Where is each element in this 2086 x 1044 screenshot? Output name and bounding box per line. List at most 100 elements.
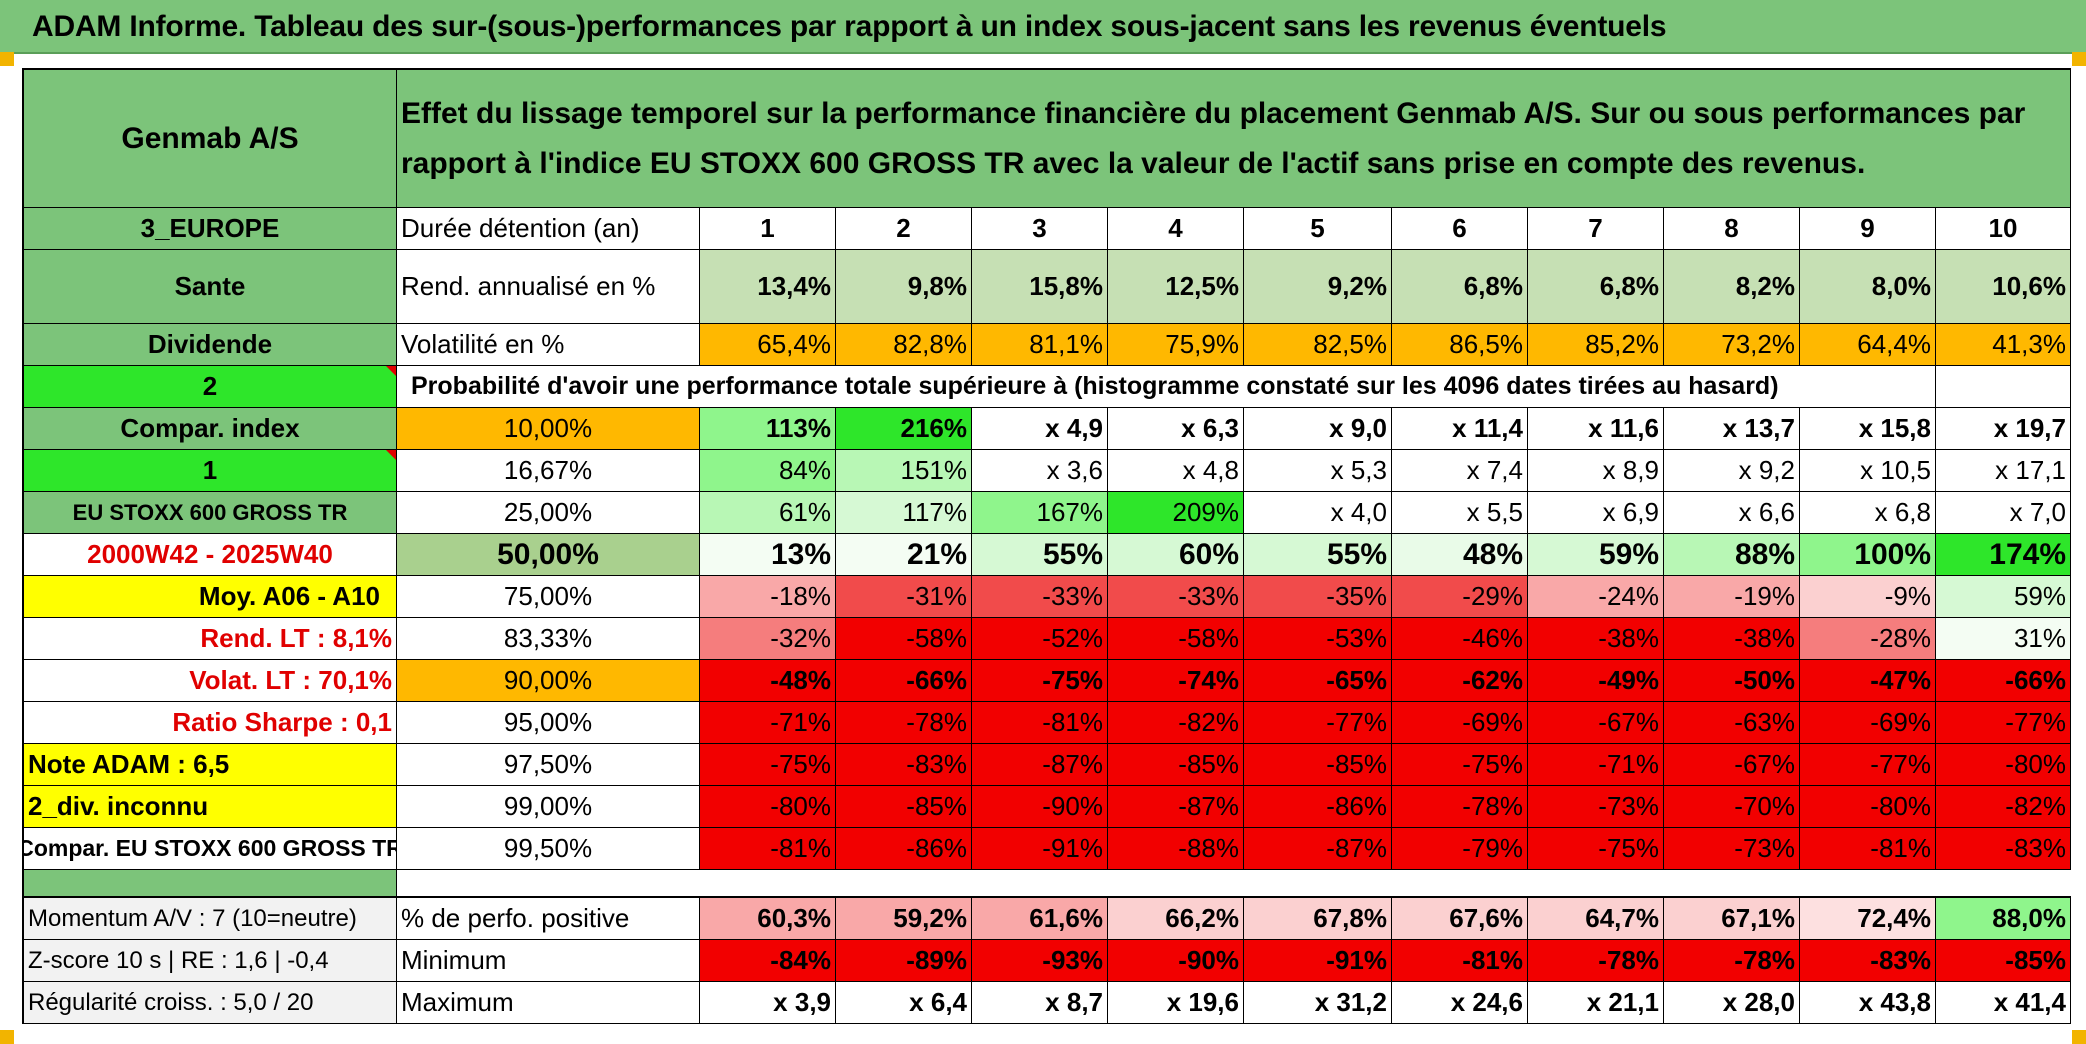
percentile-value: 55% xyxy=(1244,534,1392,576)
percentile-value: -80% xyxy=(1800,786,1936,828)
vol-label: Volatilité en % xyxy=(397,324,700,366)
min-value: -90% xyxy=(1108,940,1244,982)
pos-value: 61,6% xyxy=(972,898,1108,940)
pos-value: 67,8% xyxy=(1244,898,1392,940)
percentile-value: -46% xyxy=(1392,618,1528,660)
pos-label: % de perfo. positive xyxy=(397,898,700,940)
percentile-value: -82% xyxy=(1108,702,1244,744)
percentile-value: x 4,9 xyxy=(972,408,1108,450)
percentile-value: -70% xyxy=(1664,786,1800,828)
left-label: EU STOXX 600 GROSS TR xyxy=(24,492,397,534)
percentile-value: -31% xyxy=(836,576,972,618)
probability-caption: Probabilité d'avoir une performance tota… xyxy=(397,366,1936,408)
rend-value: 9,2% xyxy=(1244,250,1392,324)
percentile-value: 117% xyxy=(836,492,972,534)
percentile-value: -49% xyxy=(1528,660,1664,702)
percentile-value: -69% xyxy=(1392,702,1528,744)
percentile-value: x 3,6 xyxy=(972,450,1108,492)
max-value: x 41,4 xyxy=(1936,982,2071,1024)
percentile-value: -67% xyxy=(1528,702,1664,744)
percentile-value: -50% xyxy=(1664,660,1800,702)
percentile-value: -86% xyxy=(1244,786,1392,828)
percentile-label: 75,00% xyxy=(397,576,700,618)
percentile-value: -82% xyxy=(1936,786,2071,828)
min-value: -89% xyxy=(836,940,972,982)
left-label: Rend. LT : 8,1% xyxy=(24,618,397,660)
min-value: -83% xyxy=(1800,940,1936,982)
percentile-value: -73% xyxy=(1528,786,1664,828)
percentile-value: -88% xyxy=(1108,828,1244,870)
left-label: 2_div. inconnu xyxy=(24,786,397,828)
percentile-value: -18% xyxy=(700,576,836,618)
percentile-value: 48% xyxy=(1392,534,1528,576)
percentile-value: -47% xyxy=(1800,660,1936,702)
pos-value: 64,7% xyxy=(1528,898,1664,940)
left-label: 1 xyxy=(24,450,397,492)
percentile-value: -91% xyxy=(972,828,1108,870)
percentile-value: 59% xyxy=(1936,576,2071,618)
counter-2: 2 xyxy=(24,366,397,408)
year-header: 1 xyxy=(700,208,836,250)
spacer-cell xyxy=(24,870,397,898)
percentile-value: x 17,1 xyxy=(1936,450,2071,492)
min-value: -91% xyxy=(1244,940,1392,982)
year-header: 4 xyxy=(1108,208,1244,250)
percentile-value: -67% xyxy=(1664,744,1800,786)
percentile-value: x 19,7 xyxy=(1936,408,2071,450)
percentile-value: -75% xyxy=(972,660,1108,702)
percentile-value: -29% xyxy=(1392,576,1528,618)
rend-value: 15,8% xyxy=(972,250,1108,324)
percentile-value: -35% xyxy=(1244,576,1392,618)
percentile-value: -58% xyxy=(836,618,972,660)
left-label: 2000W42 - 2025W40 xyxy=(24,534,397,576)
percentile-value: x 5,3 xyxy=(1244,450,1392,492)
vol-value: 73,2% xyxy=(1664,324,1800,366)
rend-value: 12,5% xyxy=(1108,250,1244,324)
percentile-value: -33% xyxy=(1108,576,1244,618)
percentile-value: 216% xyxy=(836,408,972,450)
vol-value: 81,1% xyxy=(972,324,1108,366)
percentile-value: -83% xyxy=(836,744,972,786)
year-header: 6 xyxy=(1392,208,1528,250)
pos-value: 60,3% xyxy=(700,898,836,940)
percentile-value: -32% xyxy=(700,618,836,660)
percentile-value: -66% xyxy=(836,660,972,702)
percentile-value: 21% xyxy=(836,534,972,576)
max-value: x 28,0 xyxy=(1664,982,1800,1024)
year-header: 3 xyxy=(972,208,1108,250)
min-value: -85% xyxy=(1936,940,2071,982)
blank-cell xyxy=(1936,366,2071,408)
duration-label: Durée détention (an) xyxy=(397,208,700,250)
percentile-value: 88% xyxy=(1664,534,1800,576)
percentile-label: 50,00% xyxy=(397,534,700,576)
percentile-value: 174% xyxy=(1936,534,2071,576)
title-bar: ADAM Informe. Tableau des sur-(sous-)per… xyxy=(0,0,2086,54)
vol-value: 75,9% xyxy=(1108,324,1244,366)
corner-marker xyxy=(0,52,14,66)
percentile-value: -62% xyxy=(1392,660,1528,702)
percentile-value: x 11,6 xyxy=(1528,408,1664,450)
rend-value: 13,4% xyxy=(700,250,836,324)
vol-value: 41,3% xyxy=(1936,324,2071,366)
percentile-value: x 5,5 xyxy=(1392,492,1528,534)
percentile-value: x 8,9 xyxy=(1528,450,1664,492)
percentile-value: x 13,7 xyxy=(1664,408,1800,450)
min-value: -84% xyxy=(700,940,836,982)
percentile-label: 99,50% xyxy=(397,828,700,870)
percentile-value: x 10,5 xyxy=(1800,450,1936,492)
left-label: Note ADAM : 6,5 xyxy=(24,744,397,786)
report-title: ADAM Informe. Tableau des sur-(sous-)per… xyxy=(32,10,1667,43)
percentile-label: 25,00% xyxy=(397,492,700,534)
year-header: 8 xyxy=(1664,208,1800,250)
percentile-value: 84% xyxy=(700,450,836,492)
percentile-value: -78% xyxy=(836,702,972,744)
corner-marker xyxy=(2072,52,2086,66)
percentile-value: -86% xyxy=(836,828,972,870)
percentile-value: -90% xyxy=(972,786,1108,828)
min-value: -81% xyxy=(1392,940,1528,982)
percentile-value: -53% xyxy=(1244,618,1392,660)
percentile-value: x 6,3 xyxy=(1108,408,1244,450)
percentile-value: -81% xyxy=(700,828,836,870)
percentile-value: -73% xyxy=(1664,828,1800,870)
percentile-value: -28% xyxy=(1800,618,1936,660)
